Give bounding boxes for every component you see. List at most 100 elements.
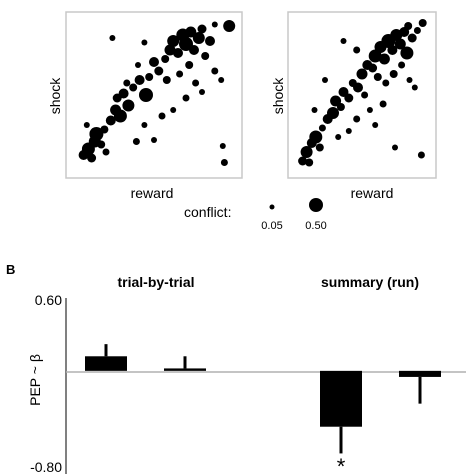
scatter-plot-2-point (361, 91, 369, 99)
scatter-plot-1-point (149, 57, 159, 67)
scatter-plot-2-point (305, 158, 314, 167)
scatter-plot-1-point (129, 83, 138, 92)
conflict-legend: conflict: 0.05 0.50 (184, 198, 327, 232)
scatter-plot-2-point (394, 38, 406, 50)
scatter-plot-2-point (322, 77, 328, 83)
scatter-plot-2-point (418, 19, 427, 27)
scatter-plot-2-point (356, 68, 368, 80)
scatter-plot-2-point (327, 107, 339, 119)
scatter-plot-2-point (389, 70, 398, 78)
scatter-plot-2-point (330, 95, 342, 107)
scatter-plot-2-point (366, 107, 373, 113)
scatter-plot-1-point (211, 67, 219, 75)
scatter-plot-1-point (113, 109, 127, 123)
legend-small-marker (269, 204, 275, 210)
group-title-summary: summary (run) (321, 274, 419, 290)
legend-large-value: 0.50 (305, 220, 326, 232)
group-title-trial: trial-by-trial (117, 274, 194, 290)
scatter-plot-1-point (219, 143, 226, 149)
scatter-plot-1-point (205, 36, 215, 46)
bar-1 (85, 356, 127, 371)
scatter-plot-2-point (406, 77, 413, 83)
scatter-plot-2-point (344, 93, 354, 103)
scatter-plot-2-point (413, 27, 421, 34)
scatter-plot-1-point (192, 79, 200, 87)
scatter-plot-2-point (387, 45, 398, 55)
scatter-plot-1-point (102, 148, 110, 156)
y-tick-bottom: -0.80 (30, 459, 62, 474)
scatter-plot-1-ylabel: shock (47, 77, 63, 115)
scatter-plot-2-point (300, 146, 313, 158)
scatter-plot-2-point (417, 151, 425, 159)
scatter-plot-1-point (167, 35, 180, 47)
scatter-plot-2: reward shock (270, 11, 437, 201)
scatter-plot-1-point (135, 62, 141, 68)
scatter-plot-2-point (309, 130, 323, 144)
legend-small-value: 0.05 (261, 220, 282, 232)
scatter-plot-2-point (407, 33, 417, 43)
scatter-plot-1-point (118, 88, 129, 99)
scatter-plot-1-point (201, 52, 210, 60)
scatter-plot-1-point (182, 94, 190, 102)
scatter-plot-1-point (192, 32, 205, 44)
scatter-plot-1-point (83, 122, 90, 128)
scatter-plot-1-xlabel: reward (131, 185, 174, 201)
scatter-plot-1-point (145, 73, 154, 81)
scatter-plot-2-point (379, 100, 387, 108)
scatter-plot-1-point (161, 55, 170, 63)
scatter-plot-1-point (220, 159, 228, 166)
scatter-plot-2-point (392, 144, 398, 151)
scatter-plot-1-point (141, 122, 148, 128)
scatter-plot-2-frame (287, 11, 437, 179)
scatter-plot-1-point (100, 125, 109, 134)
scatter-plot-2-point (298, 156, 308, 166)
scatter-plot-2-ylabel: shock (270, 77, 286, 115)
bars-group (85, 344, 441, 454)
scatter-plot-2-points (298, 19, 427, 167)
scatter-plot-2-point (368, 49, 382, 63)
scatter-plot-1-point (179, 37, 193, 51)
scatter-plot-1-point (154, 66, 164, 76)
scatter-plot-2-point (372, 122, 379, 128)
significance-marker: * (337, 454, 346, 474)
scatter-plot-1-frame (65, 11, 243, 179)
scatter-plot-1-point (189, 45, 199, 55)
scatter-plot-1-point (139, 88, 153, 102)
bar-chart: B trial-by-trial summary (run) 0.60 -0.8… (6, 262, 466, 474)
legend-label: conflict: (184, 204, 231, 220)
scatter-plot-2-xlabel: reward (351, 185, 394, 201)
scatter-plot-2-point (382, 79, 390, 87)
scatter-plot-1-point (223, 20, 236, 32)
panel-b-letter: B (6, 262, 15, 277)
scatter-plot-1-point (162, 76, 171, 84)
scatter-plot-1-point (211, 21, 218, 28)
scatter-plot-1-point (123, 79, 131, 87)
scatter-plot-1-point (97, 140, 106, 149)
scatter-plot-1: reward shock (47, 11, 243, 201)
scatter-plot-1-point (185, 61, 194, 69)
scatter-plot-1-point (176, 70, 184, 78)
scatter-plot-1-point (87, 153, 97, 163)
legend-large-marker (309, 198, 323, 212)
scatter-plot-2-point (368, 63, 378, 73)
scatter-plot-2-point (318, 124, 326, 132)
scatter-plot-2-point (335, 134, 342, 140)
scatter-plot-1-point (151, 137, 157, 143)
scatter-plot-1-point (173, 48, 183, 58)
scatter-plot-1-point (199, 89, 205, 95)
scatter-plot-2-point (315, 143, 324, 152)
scatter-plot-1-point (89, 127, 104, 141)
scatter-plot-1-point (141, 39, 148, 46)
scatter-plot-2-point (400, 46, 414, 60)
scatter-plot-2-point (345, 128, 352, 134)
scatter-plot-1-point (105, 115, 116, 126)
bar-chart-ylabel: PEP ~ β (27, 354, 43, 406)
scatter-plot-2-point (411, 84, 418, 91)
scatter-plot-1-point (109, 35, 116, 41)
scatter-plot-2-point (373, 73, 382, 81)
bar-2 (164, 368, 206, 371)
scatter-plot-2-point (336, 103, 345, 111)
scatter-plot-1-point (185, 26, 197, 38)
scatter-plot-2-point (404, 22, 413, 30)
